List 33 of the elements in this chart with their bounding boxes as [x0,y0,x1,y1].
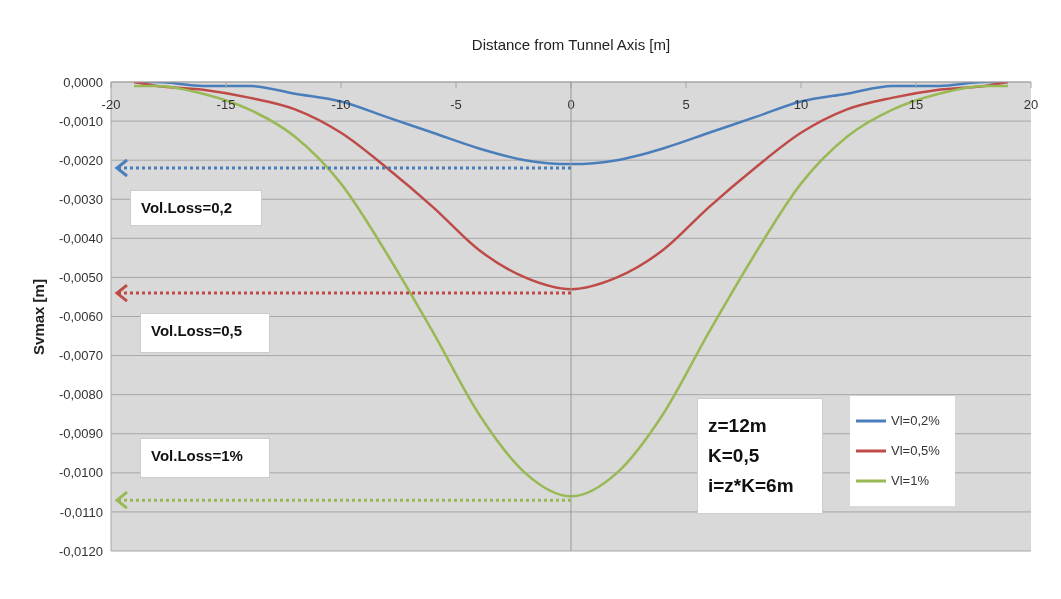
y-tick-label: -0,0050 [58,270,103,286]
y-axis-title: Svmax [m] [29,278,47,355]
annotation: Vol.Loss=1% [151,446,244,466]
y-tick-label: 0,0000 [63,74,103,90]
x-tick-label: -15 [216,97,236,113]
y-tick-label: -0,0030 [58,191,103,207]
y-tick-label: -0,0100 [58,465,103,481]
annotation: Vol.Loss=0,5 [151,321,243,341]
y-tick-label: -0,0090 [58,426,103,442]
legend-label: Vl=0,2% [891,412,940,430]
annotation: Vol.Loss=0,2 [141,198,233,218]
x-tick-label: -20 [101,97,121,113]
legend-label: Vl=1% [891,472,929,490]
x-tick-label: 20 [1023,97,1039,113]
y-tick-label: -0,0070 [58,348,103,364]
x-tick-label: 10 [793,97,809,113]
annotation: z=12m K=0,5 i=z*K=6m [708,414,795,498]
legend-label: Vl=0,5% [891,442,940,460]
line-series [132,82,1010,291]
x-tick-label: 15 [908,97,924,113]
x-tick-label: 5 [682,97,690,113]
y-tick-label: -0,0080 [58,387,103,403]
y-tick-label: -0,0060 [58,309,103,325]
x-tick-label: -5 [450,97,462,113]
x-tick-label: -10 [331,97,351,113]
x-tick-label: 0 [567,97,575,113]
y-tick-label: -0,0010 [58,113,103,129]
y-tick-label: -0,0040 [58,230,103,246]
line-series [132,84,1010,498]
y-tick-label: -0,0120 [58,543,103,559]
y-tick-label: -0,0020 [58,152,103,168]
y-tick-label: -0,0110 [59,504,103,520]
x-axis-title: Distance from Tunnel Axis [m] [470,36,672,53]
